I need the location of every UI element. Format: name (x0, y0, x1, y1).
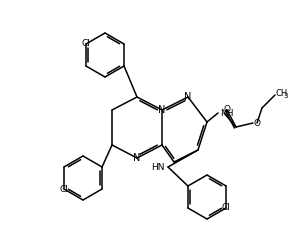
Text: 3: 3 (283, 93, 288, 99)
Text: O: O (254, 118, 261, 128)
Text: Cl: Cl (222, 204, 230, 212)
Text: Cl: Cl (81, 40, 91, 48)
Text: N: N (133, 153, 141, 163)
Text: HN: HN (152, 162, 165, 172)
Text: NH: NH (220, 109, 233, 117)
Text: CH: CH (276, 89, 288, 99)
Text: N: N (184, 92, 192, 102)
Text: O: O (223, 105, 230, 113)
Text: Cl: Cl (60, 184, 68, 194)
Text: N: N (158, 105, 166, 115)
